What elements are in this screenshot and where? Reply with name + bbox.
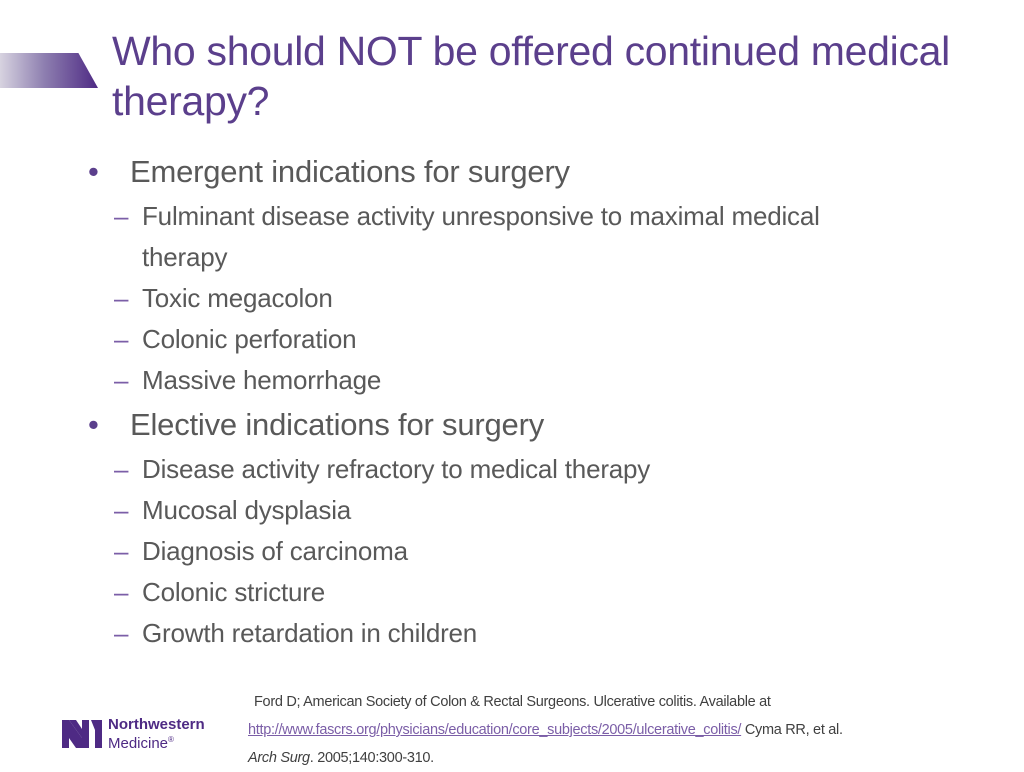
reference-link[interactable]: http://www.fascrs.org/physicians/educati… [248, 722, 742, 738]
list-item: – Colonic stricture [114, 572, 834, 613]
title-accent-bar [0, 53, 98, 88]
list-item: – Fulminant disease activity unresponsiv… [114, 196, 834, 278]
list-item: – Colonic perforation [114, 319, 834, 360]
dash-icon: – [114, 201, 129, 231]
slide-title: Who should NOT be offered continued medi… [112, 28, 950, 124]
section-heading-emergent: • Emergent indications for surgery [88, 154, 570, 189]
dash-icon: – [114, 454, 129, 484]
dash-icon: – [114, 536, 129, 566]
list-item: – Mucosal dysplasia [114, 490, 834, 531]
northwestern-medicine-logo: Northwestern Medicine® [62, 717, 205, 751]
journal-name: Arch Surg [248, 750, 310, 766]
list-item: – Diagnosis of carcinoma [114, 531, 834, 572]
list-item: – Massive hemorrhage [114, 360, 834, 401]
dash-icon: – [114, 577, 129, 607]
list-item: – Growth retardation in children [114, 613, 834, 654]
dash-icon: – [114, 283, 129, 313]
dash-icon: – [114, 324, 129, 354]
list-item: – Disease activity refractory to medical… [114, 449, 834, 490]
list-item: – Toxic megacolon [114, 278, 834, 319]
section-heading-elective: • Elective indications for surgery [88, 407, 545, 442]
dash-icon: – [114, 495, 129, 525]
dash-icon: – [114, 365, 129, 395]
bullet-icon: • [88, 154, 99, 189]
reference-citation: Ford D; American Society of Colon & Rect… [248, 694, 843, 766]
dash-icon: – [114, 618, 129, 648]
bullet-icon: • [88, 407, 99, 442]
nm-logo-icon [62, 720, 102, 748]
